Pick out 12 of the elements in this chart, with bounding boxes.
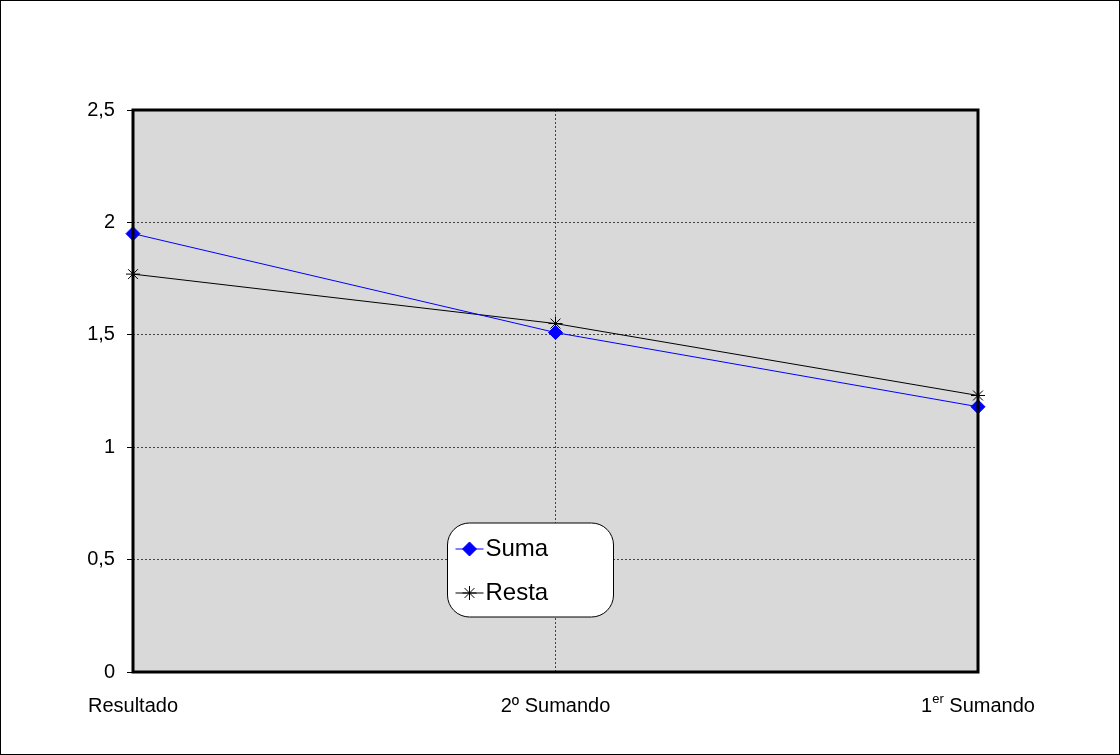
y-tick-label: 1,5 — [87, 322, 115, 345]
y-tick-label: 0 — [103, 659, 115, 682]
x-tick-label: Resultado — [87, 694, 179, 716]
y-tick-label: 2,5 — [87, 97, 115, 120]
point — [548, 325, 563, 341]
legend-label: Suma — [485, 533, 549, 561]
y-tick-label: 1 — [103, 434, 115, 457]
x-tick-label: 2º Sumando — [500, 694, 611, 716]
point — [970, 388, 986, 403]
legend-label: Resta — [485, 577, 549, 605]
y-tick-label: 0,5 — [87, 547, 115, 570]
y-tick-label: 2 — [103, 209, 115, 232]
